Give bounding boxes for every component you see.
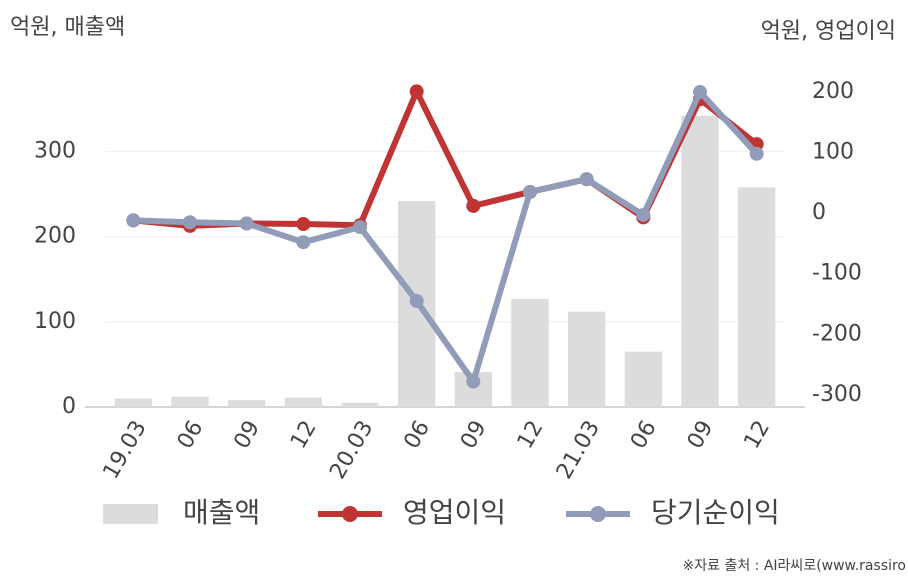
point — [126, 213, 141, 228]
legend-swatch — [590, 506, 606, 522]
x-tick-label: 09 — [229, 417, 265, 454]
point — [523, 184, 537, 199]
bar — [114, 398, 153, 407]
point — [693, 85, 707, 99]
source: ※자료 출처 : AI라씨로(www.rassiro — [683, 558, 906, 574]
y2-tick-label: -200 — [812, 321, 862, 346]
legend-label: 영업이익 — [403, 496, 506, 529]
point — [296, 235, 311, 250]
x-tick-label: 20.03 — [325, 417, 378, 484]
y-tick-label: 100 — [34, 309, 76, 334]
y2-tick-label: -100 — [812, 261, 862, 286]
point — [466, 374, 481, 389]
x-tick-label: 09 — [683, 417, 719, 454]
x-tick-label: 06 — [173, 417, 209, 454]
bar — [511, 298, 549, 407]
legend-label: 당기순이익 — [651, 496, 780, 529]
y2-tick-label: 200 — [812, 79, 854, 104]
y-axis-label: 억원, 매출액 — [10, 15, 125, 40]
legend-label: 매출액 — [183, 496, 260, 529]
bar — [567, 311, 606, 407]
y2-tick-label: -300 — [812, 382, 862, 407]
legend-swatch — [342, 506, 358, 522]
bar — [681, 115, 719, 408]
point — [579, 172, 594, 187]
bar — [624, 351, 663, 407]
x-tick-label: 06 — [626, 417, 662, 454]
x-tick-label: 06 — [399, 417, 435, 454]
x-tick-label: 12 — [513, 417, 549, 454]
x-tick-label: 19.03 — [99, 417, 152, 484]
point — [353, 220, 367, 235]
bar — [341, 402, 379, 407]
point — [749, 146, 764, 161]
x-tick-label: 21.03 — [552, 417, 605, 484]
bar — [737, 187, 776, 407]
x-tick-label: 12 — [739, 417, 775, 454]
y-tick-label: 0 — [62, 394, 76, 419]
point — [296, 217, 311, 232]
y-tick-label: 300 — [34, 139, 76, 164]
y-tick-label: 200 — [34, 224, 76, 249]
point — [409, 84, 424, 99]
bar — [284, 397, 323, 407]
point — [239, 216, 254, 231]
point — [466, 198, 481, 213]
x-tick-label: 12 — [286, 417, 322, 454]
bar — [227, 400, 266, 407]
legend-swatch — [103, 504, 158, 524]
y2-tick-label: 100 — [812, 140, 854, 165]
point — [409, 293, 424, 308]
x-tick-label: 09 — [456, 417, 492, 454]
y2-axis-label: 억원, 영업이익 — [761, 19, 896, 44]
line — [133, 88, 759, 229]
point — [183, 215, 197, 230]
line — [133, 89, 759, 385]
y2-tick-label: 0 — [812, 200, 826, 225]
bar — [171, 396, 209, 407]
point — [636, 207, 651, 222]
